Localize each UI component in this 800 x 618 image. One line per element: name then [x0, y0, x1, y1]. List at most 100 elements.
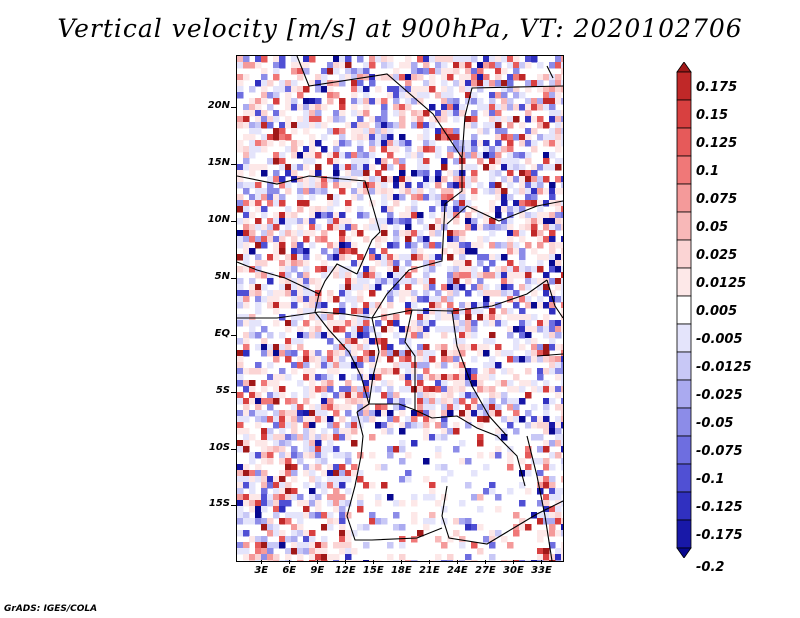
lon-tick	[485, 560, 487, 564]
colorbar-label: -0.175	[696, 528, 743, 543]
lon-tick-label: 27E	[475, 565, 496, 576]
lat-tick-label: 10S	[208, 441, 230, 453]
border-line	[546, 65, 554, 79]
colorbar-bin	[676, 239, 692, 269]
border-line	[404, 309, 416, 410]
colorbar-bin	[676, 379, 692, 409]
lat-tick-label: EQ	[214, 327, 230, 339]
map-canvas	[237, 56, 563, 561]
border-line	[356, 351, 380, 413]
border-line	[446, 200, 563, 225]
lon-tick	[345, 560, 347, 564]
colorbar-bin	[676, 155, 692, 185]
border-line	[237, 175, 381, 275]
colorbar-label: -0.025	[696, 388, 743, 403]
border-line	[314, 263, 358, 313]
colorbar-label: -0.125	[696, 500, 743, 515]
lon-tick-label: 24E	[447, 565, 468, 576]
lon-tick-label: 30E	[503, 565, 524, 576]
colorbar-label: 0.175	[696, 80, 738, 95]
lat-tick	[231, 448, 236, 450]
colorbar-label: 0.05	[696, 220, 729, 235]
lon-tick-label: 9E	[310, 565, 325, 576]
lat-tick-label: 5N	[214, 270, 230, 282]
footer-credit: GrADS: IGES/COLA	[4, 604, 98, 614]
lat-tick	[231, 221, 236, 223]
border-line	[318, 279, 548, 319]
colorbar-label: -0.005	[696, 332, 743, 347]
colorbar-bin	[676, 463, 692, 493]
colorbar-label: 0.15	[696, 108, 729, 123]
colorbar-bin	[676, 183, 692, 213]
lon-tick-label: 12E	[334, 565, 356, 576]
lat-tick-label: 10N	[207, 214, 230, 226]
colorbar-label: 0.1	[696, 164, 720, 179]
border-line	[536, 353, 563, 357]
border-line	[461, 85, 563, 159]
colorbar-label: -0.1	[696, 472, 725, 487]
colorbar-label: 0.075	[696, 192, 738, 207]
lon-tick-label: 33E	[531, 565, 552, 576]
colorbar-bin	[676, 351, 692, 381]
lat-tick-label: 15N	[207, 157, 230, 169]
border-line	[296, 56, 463, 353]
colorbar-label: 0.125	[696, 136, 738, 151]
lon-tick	[541, 560, 543, 564]
lat-tick	[231, 391, 236, 393]
border-line	[526, 435, 553, 561]
colorbar-label: -0.075	[696, 444, 743, 459]
border-line	[346, 411, 443, 541]
border-line	[441, 485, 563, 545]
colorbar-label: -0.05	[696, 416, 734, 431]
lat-tick-label: 5S	[215, 384, 230, 396]
colorbar-bin	[676, 519, 692, 549]
country-borders	[237, 56, 563, 561]
lat-tick	[231, 107, 236, 109]
lon-tick	[317, 560, 319, 564]
colorbar-bin	[676, 407, 692, 437]
velocity-field	[237, 56, 563, 561]
colorbar	[676, 62, 692, 558]
lat-tick	[231, 334, 236, 336]
lon-tick	[401, 560, 403, 564]
colorbar-bin	[676, 267, 692, 297]
lon-tick	[261, 560, 263, 564]
lon-tick-label: 21E	[418, 565, 440, 576]
colorbar-bin	[676, 127, 692, 157]
map-title: Vertical velocity [m/s] at 900hPa, VT: 2…	[57, 14, 743, 43]
border-line	[546, 279, 563, 319]
colorbar-bin	[676, 323, 692, 353]
colorbar-label: 0.005	[696, 304, 738, 319]
colorbar-label: -0.2	[696, 560, 725, 575]
lon-tick	[373, 560, 375, 564]
colorbar-bin	[676, 99, 692, 129]
lat-tick-label: 15S	[208, 498, 230, 510]
lon-tick-label: 15E	[362, 565, 384, 576]
border-line	[314, 311, 370, 405]
lon-tick	[289, 560, 291, 564]
colorbar-bin	[676, 295, 692, 325]
colorbar-bin	[676, 71, 692, 101]
border-line	[237, 311, 320, 319]
colorbar-bin	[676, 491, 692, 521]
colorbar-label: -0.0125	[696, 360, 752, 375]
border-line	[237, 261, 320, 295]
map-panel	[236, 55, 564, 562]
colorbar-label: 0.0125	[696, 276, 747, 291]
lon-tick	[429, 560, 431, 564]
lon-tick	[513, 560, 515, 564]
lon-tick-label: 18E	[390, 565, 412, 576]
border-line	[451, 310, 508, 437]
lon-tick-label: 6E	[282, 565, 297, 576]
lat-tick	[231, 164, 236, 166]
lat-tick	[231, 277, 236, 279]
lat-tick-label: 20N	[207, 100, 230, 112]
colorbar-bin	[676, 435, 692, 465]
colorbar-bin	[676, 211, 692, 241]
lon-tick	[457, 560, 459, 564]
lon-tick-label: 3E	[254, 565, 269, 576]
colorbar-top-arrow	[676, 62, 692, 73]
border-line	[369, 403, 526, 487]
lat-tick	[231, 505, 236, 507]
colorbar-bottom-arrow	[676, 547, 692, 558]
